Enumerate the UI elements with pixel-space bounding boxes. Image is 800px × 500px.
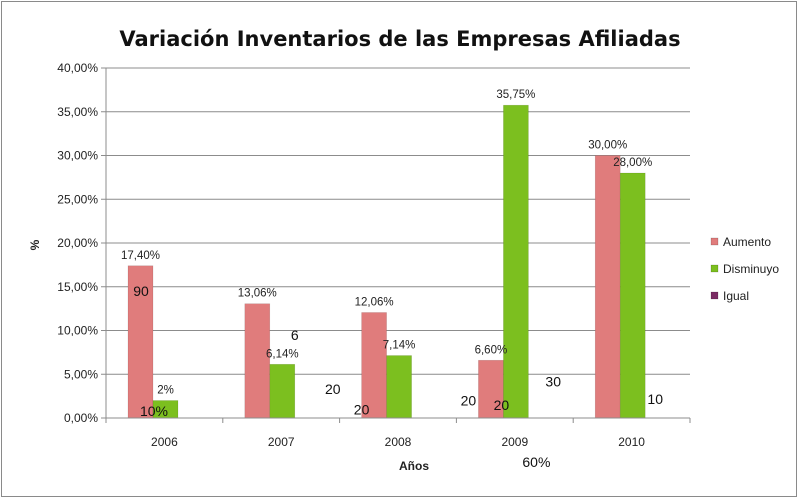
x-axis-ticks: 2006 2007 2008 2009 2010 [105, 418, 691, 449]
annotation-label: 30 [545, 373, 561, 389]
annotations: 90 10% 6 20 20 20 20 30 10 60% [133, 283, 663, 470]
annotation-label: 20 [494, 397, 510, 413]
data-label: 30,00% [588, 140, 627, 152]
legend-swatch-igual [710, 291, 719, 300]
gridlines [101, 67, 690, 419]
y-tick-label: 35,00% [57, 105, 98, 119]
data-label: 17,40% [121, 250, 160, 262]
x-tick-label: 2007 [268, 435, 295, 449]
bar-aumento-2007 [244, 303, 271, 419]
data-label: 2% [157, 385, 174, 397]
y-tick-label: 40,00% [57, 61, 98, 75]
data-label: 7,14% [383, 340, 416, 352]
x-tick-label: 2010 [618, 435, 645, 449]
data-label: 6,14% [266, 348, 299, 360]
annotation-label: 10 [647, 391, 663, 407]
y-tick-label: 15,00% [57, 280, 98, 294]
annotation-label: 20 [461, 393, 477, 409]
y-tick-label: 5,00% [64, 367, 98, 381]
x-tick-label: 2009 [501, 435, 528, 449]
data-label: 35,75% [496, 89, 535, 101]
x-tick-label: 2008 [385, 435, 412, 449]
data-label: 13,06% [238, 288, 277, 300]
y-axis-ticks: 0,00% 5,00% 10,00% 15,00% 20,00% 25,00% 30,00%… [57, 61, 98, 425]
bar-aumento-2010 [594, 155, 621, 419]
legend-label-disminuyo: Disminuyo [723, 262, 779, 276]
annotation-label: 90 [133, 283, 149, 299]
bar-aumento-2006 [127, 265, 154, 419]
data-label: 6,60% [475, 344, 508, 356]
y-tick-label: 10,00% [57, 324, 98, 338]
data-label: 12,06% [355, 296, 394, 308]
annotation-label: 20 [325, 381, 341, 397]
bar-disminuyo-2007 [269, 363, 296, 419]
legend-swatch-disminuyo [710, 264, 719, 273]
chart-title: Variación Inventarios de las Empresas Af… [119, 27, 680, 51]
bar-disminuyo-2009 [503, 104, 529, 419]
bar-disminuyo-2010 [619, 172, 646, 419]
legend-swatch-aumento [710, 237, 719, 246]
bars [127, 104, 646, 419]
bar-aumento-2009 [478, 359, 504, 419]
annotation-label: 6 [291, 327, 299, 343]
y-axis-label: % [28, 239, 42, 250]
x-axis-label: Años [399, 459, 429, 473]
bar-disminuyo-2008 [386, 355, 412, 419]
data-labels: 17,40% 2% 13,06% 6,14% 12,06% 7,14% 6,60% 35,75… [121, 89, 652, 396]
y-tick-label: 20,00% [57, 236, 98, 250]
annotation-label: 20 [354, 401, 370, 417]
x-tick-label: 2006 [151, 435, 178, 449]
y-tick-label: 0,00% [64, 411, 98, 425]
legend: Aumento Disminuyo Igual [710, 235, 779, 303]
y-tick-label: 25,00% [57, 192, 98, 206]
legend-label-aumento: Aumento [723, 235, 771, 249]
data-label: 28,00% [613, 157, 652, 169]
annotation-label: 10% [140, 403, 168, 419]
y-tick-label: 30,00% [57, 149, 98, 163]
annotation-label: 60% [522, 454, 550, 470]
legend-label-igual: Igual [723, 289, 749, 303]
